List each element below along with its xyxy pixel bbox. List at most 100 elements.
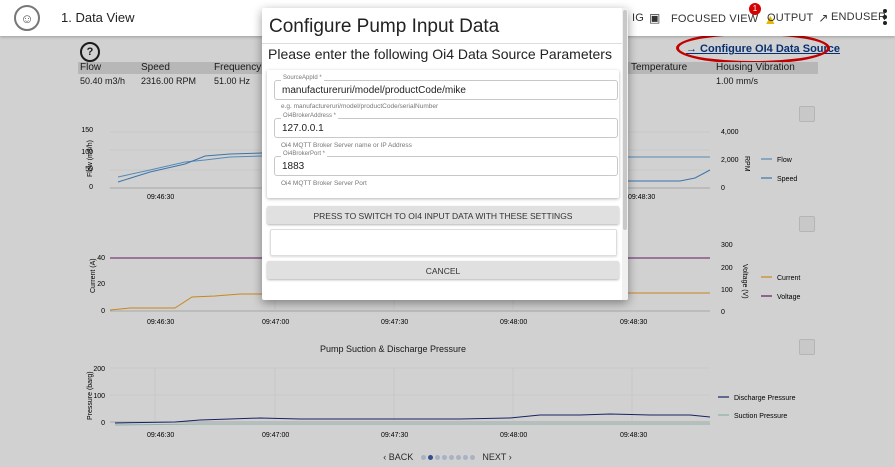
next-button[interactable]: NEXT ›: [482, 452, 512, 462]
field-value: 1883: [282, 161, 305, 172]
y-right-tick: 4,000: [721, 129, 739, 136]
broker-address-field[interactable]: Oi4BrokerAddress * 127.0.0.1: [274, 113, 618, 138]
back-label: BACK: [388, 452, 414, 462]
y-tick: 100: [93, 393, 105, 400]
more-vert-icon[interactable]: [883, 9, 887, 27]
scroll-thumb[interactable]: [623, 10, 627, 230]
header-temperature: Temperature: [631, 62, 688, 73]
page-dot[interactable]: [462, 455, 468, 460]
broker-port-field[interactable]: Oi4BrokerPort * 1883: [274, 151, 618, 176]
page-dot-active[interactable]: [427, 455, 433, 460]
pressure-chart: Pump Suction & Discharge Pressure 200 10…: [87, 344, 796, 439]
highlight-circle: [676, 32, 830, 64]
y-axis-label: Flow (m3/h): [87, 140, 94, 177]
legend-current-label: Current: [777, 275, 800, 282]
chart-menu-button[interactable]: [799, 106, 815, 122]
user-menu[interactable]: ENDUSER: [831, 11, 886, 23]
focused-view-label: FOCUSED VIEW: [671, 13, 759, 25]
x-tick: 09:48:30: [620, 319, 647, 326]
x-tick: 09:47:30: [381, 432, 408, 439]
value-speed: 2316.00 RPM: [141, 76, 197, 86]
x-tick: 09:48:00: [500, 432, 527, 439]
field-value: manufactureruri/model/productCode/mike: [282, 85, 466, 96]
page-dot[interactable]: [441, 455, 447, 460]
field-label: Oi4BrokerAddress *: [281, 113, 339, 119]
cancel-button[interactable]: CANCEL: [267, 261, 619, 279]
page-dot[interactable]: [420, 455, 426, 460]
chart-menu-button[interactable]: [799, 339, 815, 355]
back-button[interactable]: ‹ BACK: [383, 452, 414, 462]
y-right-tick: 0: [721, 185, 725, 192]
y-tick: 50: [85, 166, 93, 173]
field-helper-text: Oi4 MQTT Broker Server name or IP Addres…: [281, 142, 412, 149]
page-dot[interactable]: [469, 455, 475, 460]
y-right-tick: 100: [721, 287, 733, 294]
x-tick: 09:46:30: [147, 194, 174, 201]
config-nav-item[interactable]: IG ▣: [632, 11, 661, 25]
y-right-axis-label: RPM: [743, 156, 750, 172]
user-label: ENDUSER: [831, 11, 887, 23]
next-label: NEXT: [482, 452, 507, 462]
switch-to-oi4-button[interactable]: PRESS TO SWITCH TO OI4 INPUT DATA WITH T…: [267, 206, 619, 224]
trending-icon: ↗: [818, 11, 829, 25]
current-voltage-chart: 40 20 0 Current (A) 09:46:30 09:47:00 09…: [90, 242, 800, 326]
header-flow: Flow: [80, 62, 102, 73]
chart-box-icon: ▣: [649, 11, 661, 25]
legend-discharge-label: Discharge Pressure: [734, 395, 796, 402]
y-tick: 20: [97, 281, 105, 288]
y-axis-label: Current (A): [90, 258, 97, 293]
value-housing-vibration: 1.00 mm/s: [716, 76, 759, 86]
y-right-tick: 300: [721, 242, 733, 249]
value-flow: 50.40 m3/h: [80, 76, 126, 86]
legend-flow-label: Flow: [777, 157, 793, 164]
y-tick: 0: [101, 420, 105, 427]
dialog-scrollbar[interactable]: [622, 8, 628, 300]
header-housing-vibration: Housing Vibration: [716, 62, 795, 73]
field-helper-text: Oi4 MQTT Broker Server Port: [281, 180, 367, 187]
warning-icon: ▲: [763, 11, 778, 27]
carousel-pager: ‹ BACK NEXT ›: [0, 452, 895, 462]
divider: [262, 43, 628, 44]
header-speed: Speed: [141, 62, 170, 73]
page-dot[interactable]: [448, 455, 454, 460]
y-right-axis-label: Voltage (V): [741, 264, 748, 299]
y-right-tick: 2,000: [721, 157, 739, 164]
y-tick: 0: [101, 308, 105, 315]
dialog-title: Configure Pump Input Data: [269, 16, 500, 37]
legend-voltage-label: Voltage: [777, 294, 800, 301]
header-frequency: Frequency: [214, 62, 262, 73]
configure-pump-dialog: Configure Pump Input Data Please enter t…: [262, 8, 628, 300]
y-tick: 0: [89, 184, 93, 191]
help-icon[interactable]: ?: [80, 42, 100, 62]
focused-view-button[interactable]: FOCUSED VIEW ▲: [671, 11, 777, 27]
field-label: Oi4BrokerPort *: [281, 151, 328, 157]
discharge-series-line: [114, 413, 711, 424]
config-nav-label: IG: [632, 12, 645, 24]
output-button[interactable]: OUTPUT ↗: [767, 11, 829, 25]
y-axis-label: Pressure (barg): [87, 371, 94, 420]
suction-series-line: [114, 423, 710, 426]
field-helper-text: e.g. manufactureruri/model/productCode/s…: [281, 103, 439, 110]
x-tick: 09:48:30: [628, 194, 655, 201]
y-right-tick: 200: [721, 265, 733, 272]
speed-series-line: [628, 169, 711, 182]
flow-series-line: [117, 155, 263, 178]
pager-dots: [420, 452, 479, 462]
y-tick: 40: [97, 255, 105, 262]
x-tick: 09:47:30: [381, 319, 408, 326]
output-label: OUTPUT: [767, 12, 814, 24]
x-tick: 09:47:00: [262, 432, 289, 439]
page-dot[interactable]: [434, 455, 440, 460]
notification-badge: 1: [749, 3, 761, 15]
chart-menu-button[interactable]: [799, 216, 815, 232]
page-title: 1. Data View: [61, 10, 135, 25]
source-app-id-field[interactable]: SourceAppId * manufactureruri/model/prod…: [274, 75, 618, 100]
x-tick: 09:48:30: [620, 432, 647, 439]
y-tick: 200: [93, 366, 105, 373]
app-logo-icon[interactable]: ☺: [14, 5, 40, 31]
speed-series-line: [117, 152, 263, 183]
legend-suction-label: Suction Pressure: [734, 413, 787, 420]
field-label: SourceAppId *: [281, 75, 324, 81]
page-dot[interactable]: [455, 455, 461, 460]
dialog-subtitle: Please enter the following Oi4 Data Sour…: [268, 46, 612, 62]
